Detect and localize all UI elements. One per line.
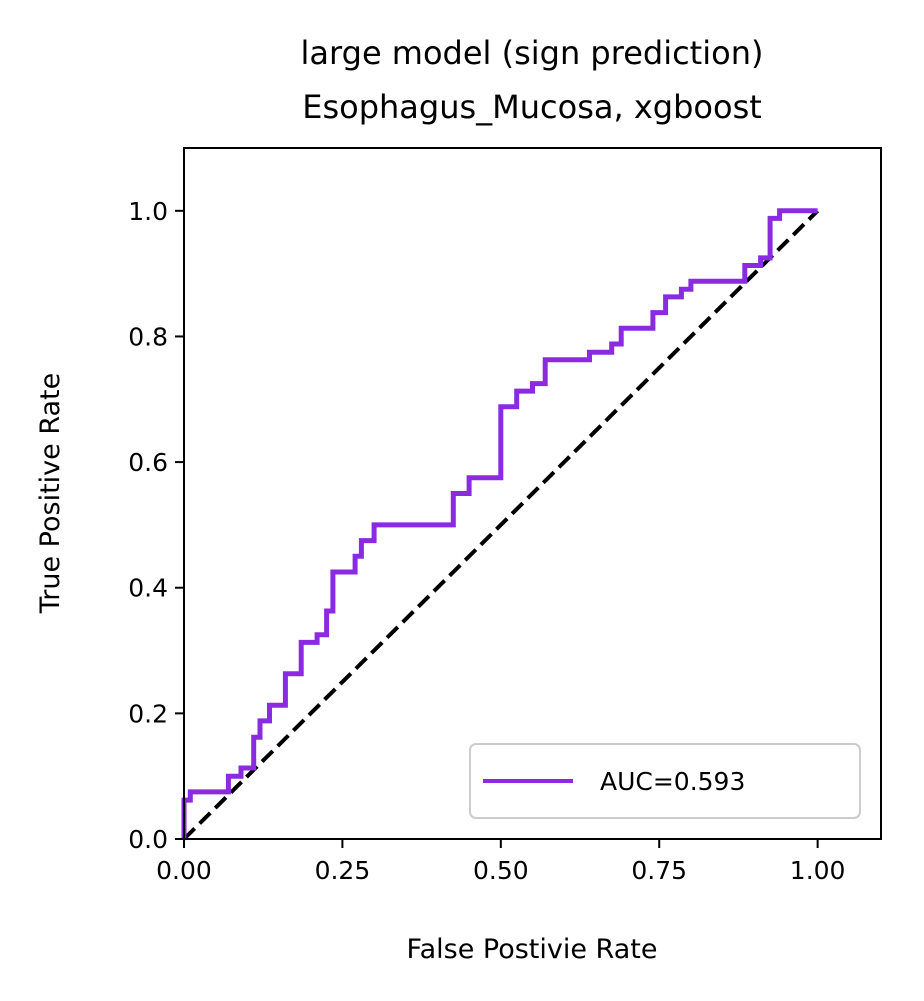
y-tick-label: 0.2	[128, 699, 168, 728]
chart-subtitle: Esophagus_Mucosa, xgboost	[302, 88, 762, 126]
x-tick-label: 1.00	[790, 856, 846, 885]
y-tick-label: 0.0	[128, 825, 168, 854]
legend-box	[469, 743, 861, 819]
roc-curve-line	[181, 208, 818, 839]
y-axis-ticks: 0.0 0.2 0.4 0.6 0.8 1.0	[128, 197, 184, 854]
x-axis-label: False Postivie Rate	[407, 934, 658, 965]
x-tick-label: 0.75	[631, 856, 687, 885]
legend: AUC=0.593	[469, 743, 861, 819]
x-tick-label: 0.25	[315, 856, 371, 885]
y-tick-label: 1.0	[128, 197, 168, 226]
x-tick-label: 0.50	[473, 856, 529, 885]
y-tick-label: 0.6	[128, 448, 168, 477]
legend-label-roc: AUC=0.593	[600, 767, 745, 796]
y-axis-label: True Positive Rate	[35, 373, 66, 615]
plot-area	[181, 208, 820, 841]
x-axis-ticks: 0.00 0.25 0.50 0.75 1.00	[156, 839, 845, 885]
y-tick-label: 0.8	[128, 322, 168, 351]
plot-frame	[183, 147, 882, 840]
x-tick-label: 0.00	[156, 856, 212, 885]
diagonal-reference-line	[182, 209, 820, 841]
chart-title: large model (sign prediction)	[301, 34, 764, 72]
y-tick-label: 0.4	[128, 574, 168, 603]
